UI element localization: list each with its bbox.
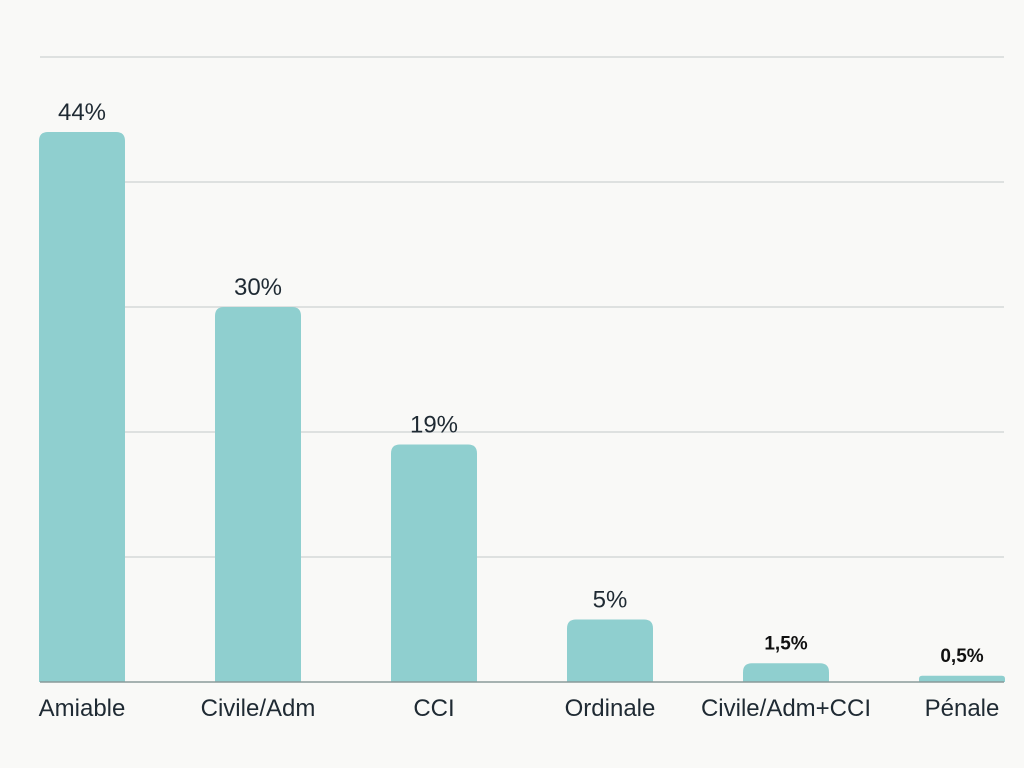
bar-4 [567,619,653,682]
value-label-3: 19% [410,412,458,439]
category-label-1: Amiable [39,695,126,722]
value-labels: 44% 30% 19% 5% 1,5% 0,5% [58,99,984,667]
bars [39,132,1005,682]
bar-2 [215,307,301,682]
bar-3 [391,444,477,682]
bar-1 [39,132,125,682]
category-labels: Amiable Civile/Adm CCI Ordinale Civile/Adm+C… [39,695,1000,722]
value-label-1: 44% [58,99,106,126]
category-label-6: Pénale [925,695,1000,722]
category-label-3: CCI [413,695,454,722]
category-label-2: Civile/Adm [201,695,316,722]
value-label-4: 5% [593,587,628,614]
category-label-4: Ordinale [565,695,656,722]
gridlines [40,56,1004,558]
category-label-5: Civile/Adm+CCI [701,695,871,722]
value-label-2: 30% [234,274,282,301]
value-label-6: 0,5% [940,646,983,667]
bar-5 [743,663,829,682]
bar-6 [919,675,1005,682]
value-label-5: 1,5% [764,633,807,654]
